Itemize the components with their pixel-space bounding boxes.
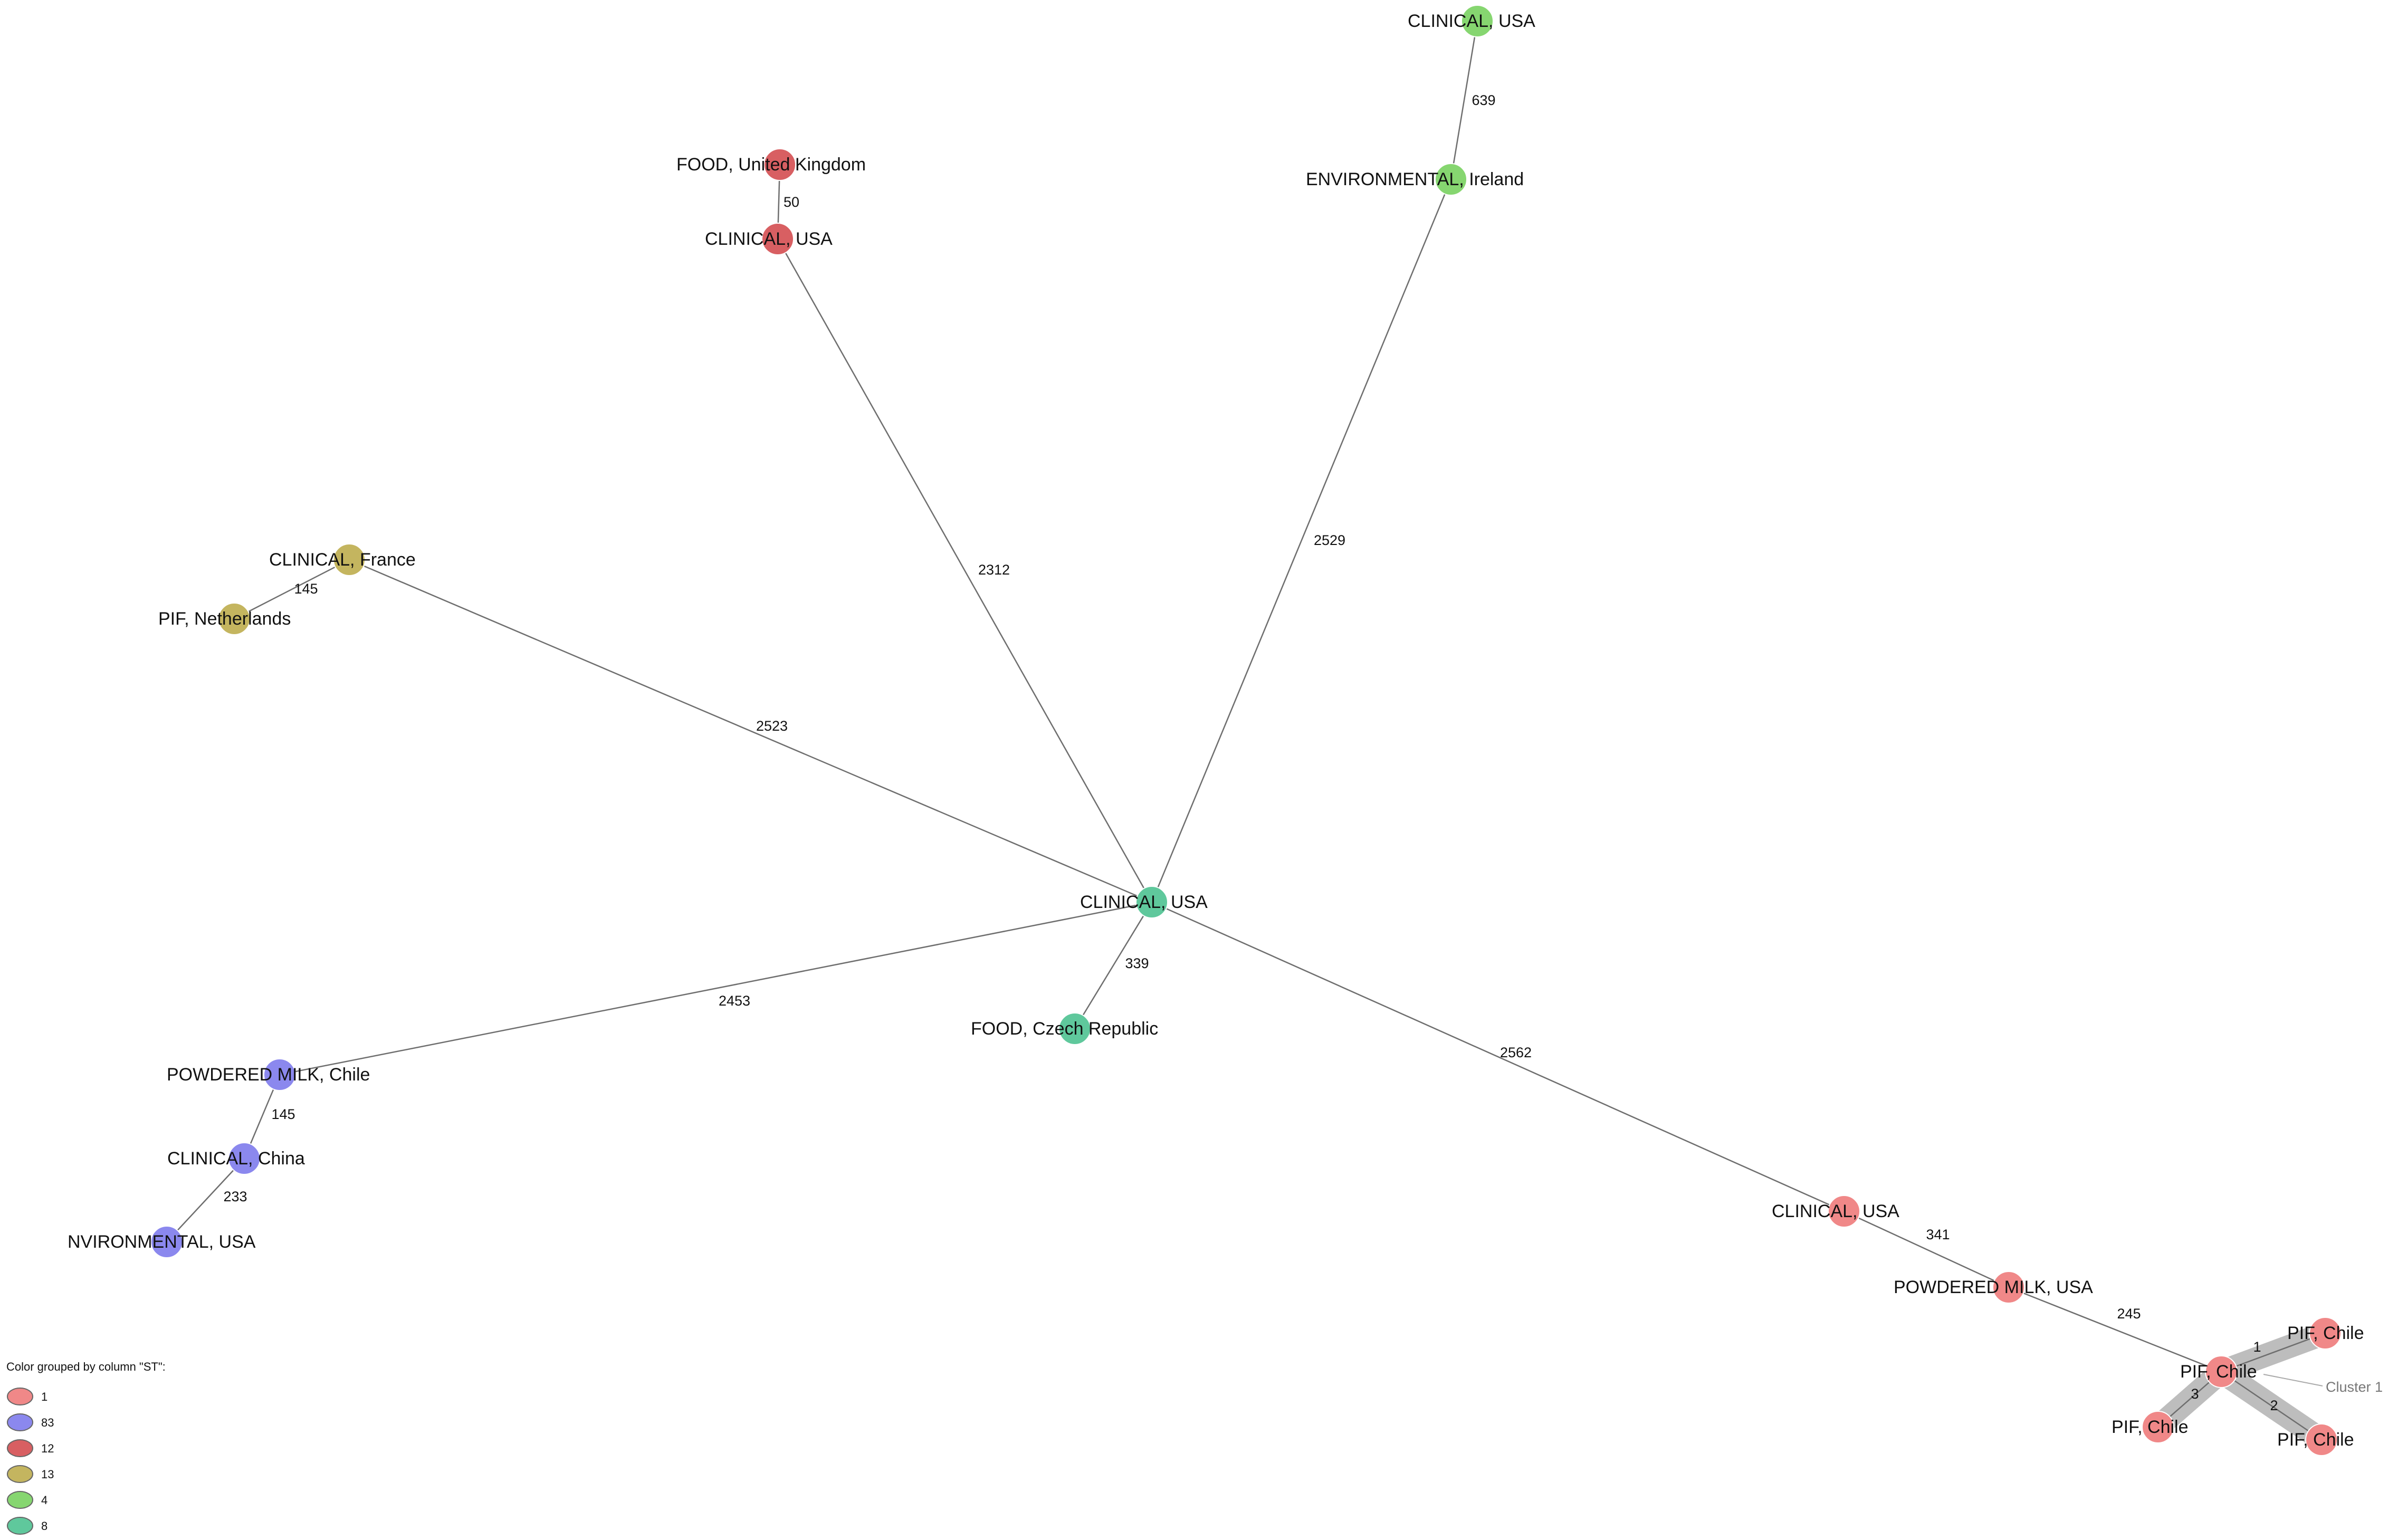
legend-entry-label: 8 <box>41 1519 47 1533</box>
graph-node[interactable] <box>333 543 366 576</box>
edge-line <box>234 559 350 620</box>
node-label: CLINICAL, USA <box>705 229 833 249</box>
edge-label: 339 <box>1125 955 1149 971</box>
node-label: PIF, Netherlands <box>158 609 291 629</box>
edge-line <box>1844 1210 2009 1288</box>
node-label: CLINICAL, USA <box>1408 11 1535 31</box>
edge-label: 341 <box>1926 1227 1950 1242</box>
legend-entry-label: 13 <box>41 1468 54 1481</box>
legend-swatch <box>7 1491 33 1509</box>
graph-node[interactable] <box>2205 1355 2238 1388</box>
graph-node[interactable] <box>218 602 251 635</box>
node-label: CLINICAL, USA <box>1080 892 1208 912</box>
node-label: PIF, Chile <box>2180 1362 2257 1382</box>
graph-node[interactable] <box>2309 1317 2342 1350</box>
cluster-label: Cluster 1 <box>2326 1379 2383 1395</box>
node-label: POWDERED MILK, Chile <box>167 1065 370 1085</box>
legend-swatch <box>7 1465 33 1483</box>
legend-entries: 1 83 12 13 4 8 <box>7 1388 54 1535</box>
legend-swatch <box>7 1439 33 1457</box>
edge-label: 639 <box>1472 92 1495 108</box>
edge-line <box>349 559 1152 903</box>
node-label: CLINICAL, China <box>167 1149 305 1169</box>
edge-line <box>777 238 1153 903</box>
edge-label: 145 <box>271 1106 295 1122</box>
legend-title: Color grouped by column "ST": <box>6 1360 166 1373</box>
edge-label: 2 <box>2270 1398 2278 1413</box>
node-label: FOOD, United Kingdom <box>676 155 866 175</box>
edge-label: 2453 <box>719 993 750 1009</box>
node-layer <box>150 5 2342 1456</box>
graph-node[interactable] <box>2142 1411 2174 1443</box>
legend: Color grouped by column "ST": 1 83 12 13 4 8 <box>6 1360 166 1535</box>
edge-label-layer: 5023126392529145252333924531452332562341… <box>223 92 2278 1413</box>
node-label: CLINICAL, France <box>269 550 416 570</box>
edge-label: 2523 <box>756 718 788 734</box>
node-label: FOOD, Czech Republic <box>971 1019 1158 1039</box>
edge-line <box>2008 1286 2222 1373</box>
graph-node[interactable] <box>2305 1423 2338 1456</box>
graph-node[interactable] <box>228 1142 261 1175</box>
node-label: POWDERED MILK, USA <box>1894 1277 2093 1297</box>
cluster-pointer-line <box>2263 1374 2323 1386</box>
edge-label: 2529 <box>1314 532 1345 548</box>
edge-label: 1 <box>2253 1339 2261 1355</box>
edge-label: 233 <box>223 1189 247 1204</box>
cluster-label-layer: Cluster 1 <box>2263 1374 2383 1395</box>
edge-line <box>2221 1332 2326 1373</box>
edge-line <box>1151 901 1845 1212</box>
graph-node[interactable] <box>763 148 796 181</box>
node-label: PIF, Chile <box>2287 1323 2364 1343</box>
node-label: PIF, Chile <box>2277 1430 2354 1450</box>
node-label-layer: CLINICAL, USA FOOD, Czech Republic FOOD, U… <box>68 11 2364 1450</box>
edge-label: 3 <box>2191 1386 2199 1402</box>
edge-line <box>2221 1371 2322 1441</box>
edge-layer <box>166 21 2326 1441</box>
graph-node[interactable] <box>1828 1195 1860 1228</box>
edge-label: 2562 <box>1500 1045 1532 1060</box>
graph-node[interactable] <box>1461 5 1494 37</box>
legend-swatch <box>7 1388 33 1405</box>
edge-line <box>166 1158 245 1242</box>
edge-line <box>1450 21 1478 180</box>
graph-node[interactable] <box>1992 1271 2025 1304</box>
edge-label: 50 <box>784 194 799 210</box>
legend-entry-label: 1 <box>41 1390 47 1403</box>
edge-line <box>1074 902 1153 1029</box>
graph-node[interactable] <box>761 223 794 255</box>
graph-node[interactable] <box>263 1058 296 1091</box>
edge-line <box>279 901 1152 1076</box>
edge-label: 2312 <box>978 562 1010 578</box>
legend-entry-label: 12 <box>41 1442 54 1455</box>
graph-node[interactable] <box>1435 163 1467 196</box>
graph-node[interactable] <box>150 1226 183 1258</box>
edge-label: 245 <box>2117 1306 2141 1322</box>
legend-entry-label: 83 <box>41 1416 54 1429</box>
graph-node[interactable] <box>1058 1012 1091 1045</box>
legend-swatch <box>7 1413 33 1431</box>
graph-node[interactable] <box>1135 886 1168 919</box>
node-label: PIF, Chile <box>2112 1417 2189 1437</box>
node-label: NVIRONMENTAL, USA <box>68 1232 256 1252</box>
node-label: ENVIRONMENTAL, Ireland <box>1306 169 1524 189</box>
node-label: CLINICAL, USA <box>1772 1201 1899 1221</box>
legend-swatch <box>7 1517 33 1535</box>
legend-entry-label: 4 <box>41 1494 47 1507</box>
edge-line <box>1151 179 1452 903</box>
edge-label: 145 <box>294 581 318 597</box>
